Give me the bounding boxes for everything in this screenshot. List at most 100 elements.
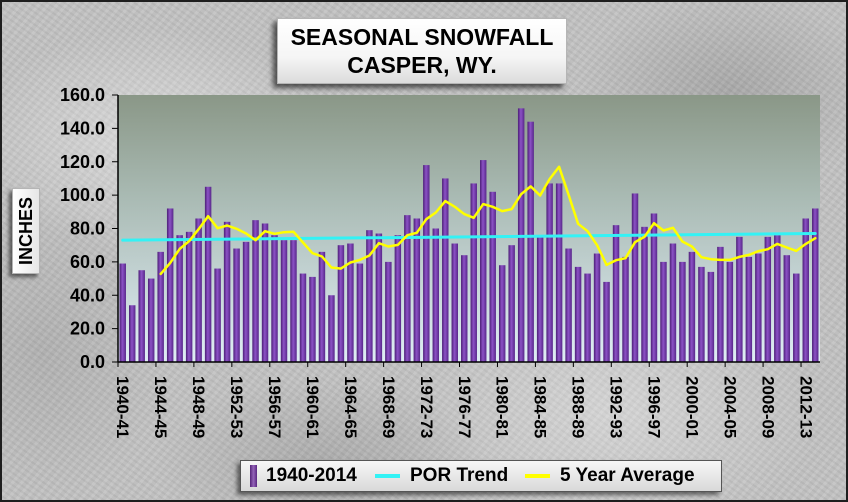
bar <box>536 236 544 362</box>
bar <box>166 208 174 362</box>
bar <box>442 178 449 362</box>
bar <box>147 278 155 362</box>
bar <box>347 243 354 362</box>
legend-item-por-trend: POR Trend <box>375 461 508 491</box>
x-tick-label: 1964-65 <box>341 376 360 438</box>
x-tick-label: 2004-05 <box>720 376 739 438</box>
bar <box>394 235 402 362</box>
bar <box>214 268 221 362</box>
x-tick-label: 1980-81 <box>493 376 512 438</box>
legend-label: POR Trend <box>410 465 509 486</box>
por-trend-line <box>121 232 817 242</box>
chart-title-box: SEASONAL SNOWFALL CASPER, WY. <box>277 18 567 84</box>
x-tick-label: 1952-53 <box>227 376 246 438</box>
bar <box>252 220 259 362</box>
bar <box>793 273 800 362</box>
y-tick-label: 60.0 <box>70 252 105 272</box>
bar <box>603 281 610 362</box>
bar <box>736 236 743 362</box>
x-tick-label: 1996-97 <box>645 376 664 438</box>
y-tick-label: 0.0 <box>80 352 105 372</box>
bar <box>451 243 458 362</box>
bar <box>574 266 582 362</box>
bar <box>176 235 183 362</box>
bar <box>356 263 364 362</box>
y-axis-ticks: 0.0 20.0 40.0 60.0 80.0 100.0 120.0 140.0 160.0 <box>60 85 118 372</box>
bar <box>461 255 468 362</box>
bar <box>432 228 440 362</box>
bar <box>622 256 629 362</box>
bar <box>593 253 601 362</box>
bar <box>185 231 193 362</box>
y-tick-label: 40.0 <box>70 285 105 305</box>
bar <box>565 248 572 362</box>
y-tick-label: 140.0 <box>60 118 105 138</box>
bar <box>612 225 620 362</box>
bar-series <box>119 108 819 363</box>
bar <box>337 245 345 362</box>
x-tick-label: 1976-77 <box>455 376 474 438</box>
five-year-average-line <box>159 165 817 276</box>
bar <box>755 253 762 362</box>
bar <box>802 218 809 362</box>
legend-swatch-bar <box>250 465 257 487</box>
x-tick-label: 2012-13 <box>796 376 815 438</box>
x-tick-label: 1948-49 <box>189 376 208 438</box>
bar <box>527 121 534 362</box>
bar <box>290 240 297 362</box>
bar <box>555 183 563 362</box>
bar <box>660 261 667 363</box>
bar <box>318 251 326 362</box>
chart-title: SEASONAL SNOWFALL <box>290 24 554 50</box>
bar <box>584 273 591 362</box>
bar <box>233 248 240 362</box>
bar <box>404 215 411 362</box>
x-tick-label: 1956-57 <box>265 376 284 438</box>
plot-area <box>118 95 820 362</box>
bar <box>299 273 307 362</box>
bar <box>385 261 392 363</box>
bar <box>138 270 145 362</box>
x-tick-label: 1992-93 <box>607 376 626 438</box>
bar <box>631 193 639 362</box>
legend-swatch-line <box>375 474 400 478</box>
bar <box>783 255 791 362</box>
y-tick-label: 80.0 <box>70 219 105 239</box>
y-tick-label: 100.0 <box>60 185 105 205</box>
x-tick-label: 1984-85 <box>531 376 550 438</box>
legend-item-seasonal-snowfall: 1940-2014 <box>250 461 357 491</box>
bar <box>423 165 430 362</box>
x-tick-label: 1940-41 <box>113 376 132 438</box>
bar <box>812 208 819 362</box>
bar <box>157 251 164 362</box>
x-tick-label: 1960-61 <box>303 376 322 438</box>
bar <box>129 305 136 362</box>
y-tick-label: 120.0 <box>60 152 105 172</box>
bar <box>546 183 553 362</box>
bar <box>328 295 335 362</box>
bar <box>726 261 734 363</box>
bar <box>480 160 487 362</box>
bar <box>669 243 677 362</box>
bar <box>498 265 506 362</box>
bar <box>119 263 126 362</box>
bar <box>470 183 477 362</box>
bar <box>745 256 753 362</box>
bar <box>261 223 269 362</box>
legend-item-five-year-average: 5 Year Average <box>525 461 695 491</box>
bar <box>641 226 648 362</box>
y-axis-label-box: INCHES <box>12 188 40 274</box>
y-tick-label: 160.0 <box>60 85 105 105</box>
x-tick-label: 1972-73 <box>417 376 436 438</box>
bar <box>707 271 715 362</box>
x-axis-ticks: 1940-41 1944-45 1948-49 1952-53 1956-57 1960-… <box>113 362 815 438</box>
bar <box>774 235 781 362</box>
bar <box>204 186 212 362</box>
bar <box>764 236 772 362</box>
por-trend-series <box>121 232 817 242</box>
bar <box>688 251 696 362</box>
bar <box>242 241 250 362</box>
y-axis-label: INCHES <box>15 196 36 265</box>
